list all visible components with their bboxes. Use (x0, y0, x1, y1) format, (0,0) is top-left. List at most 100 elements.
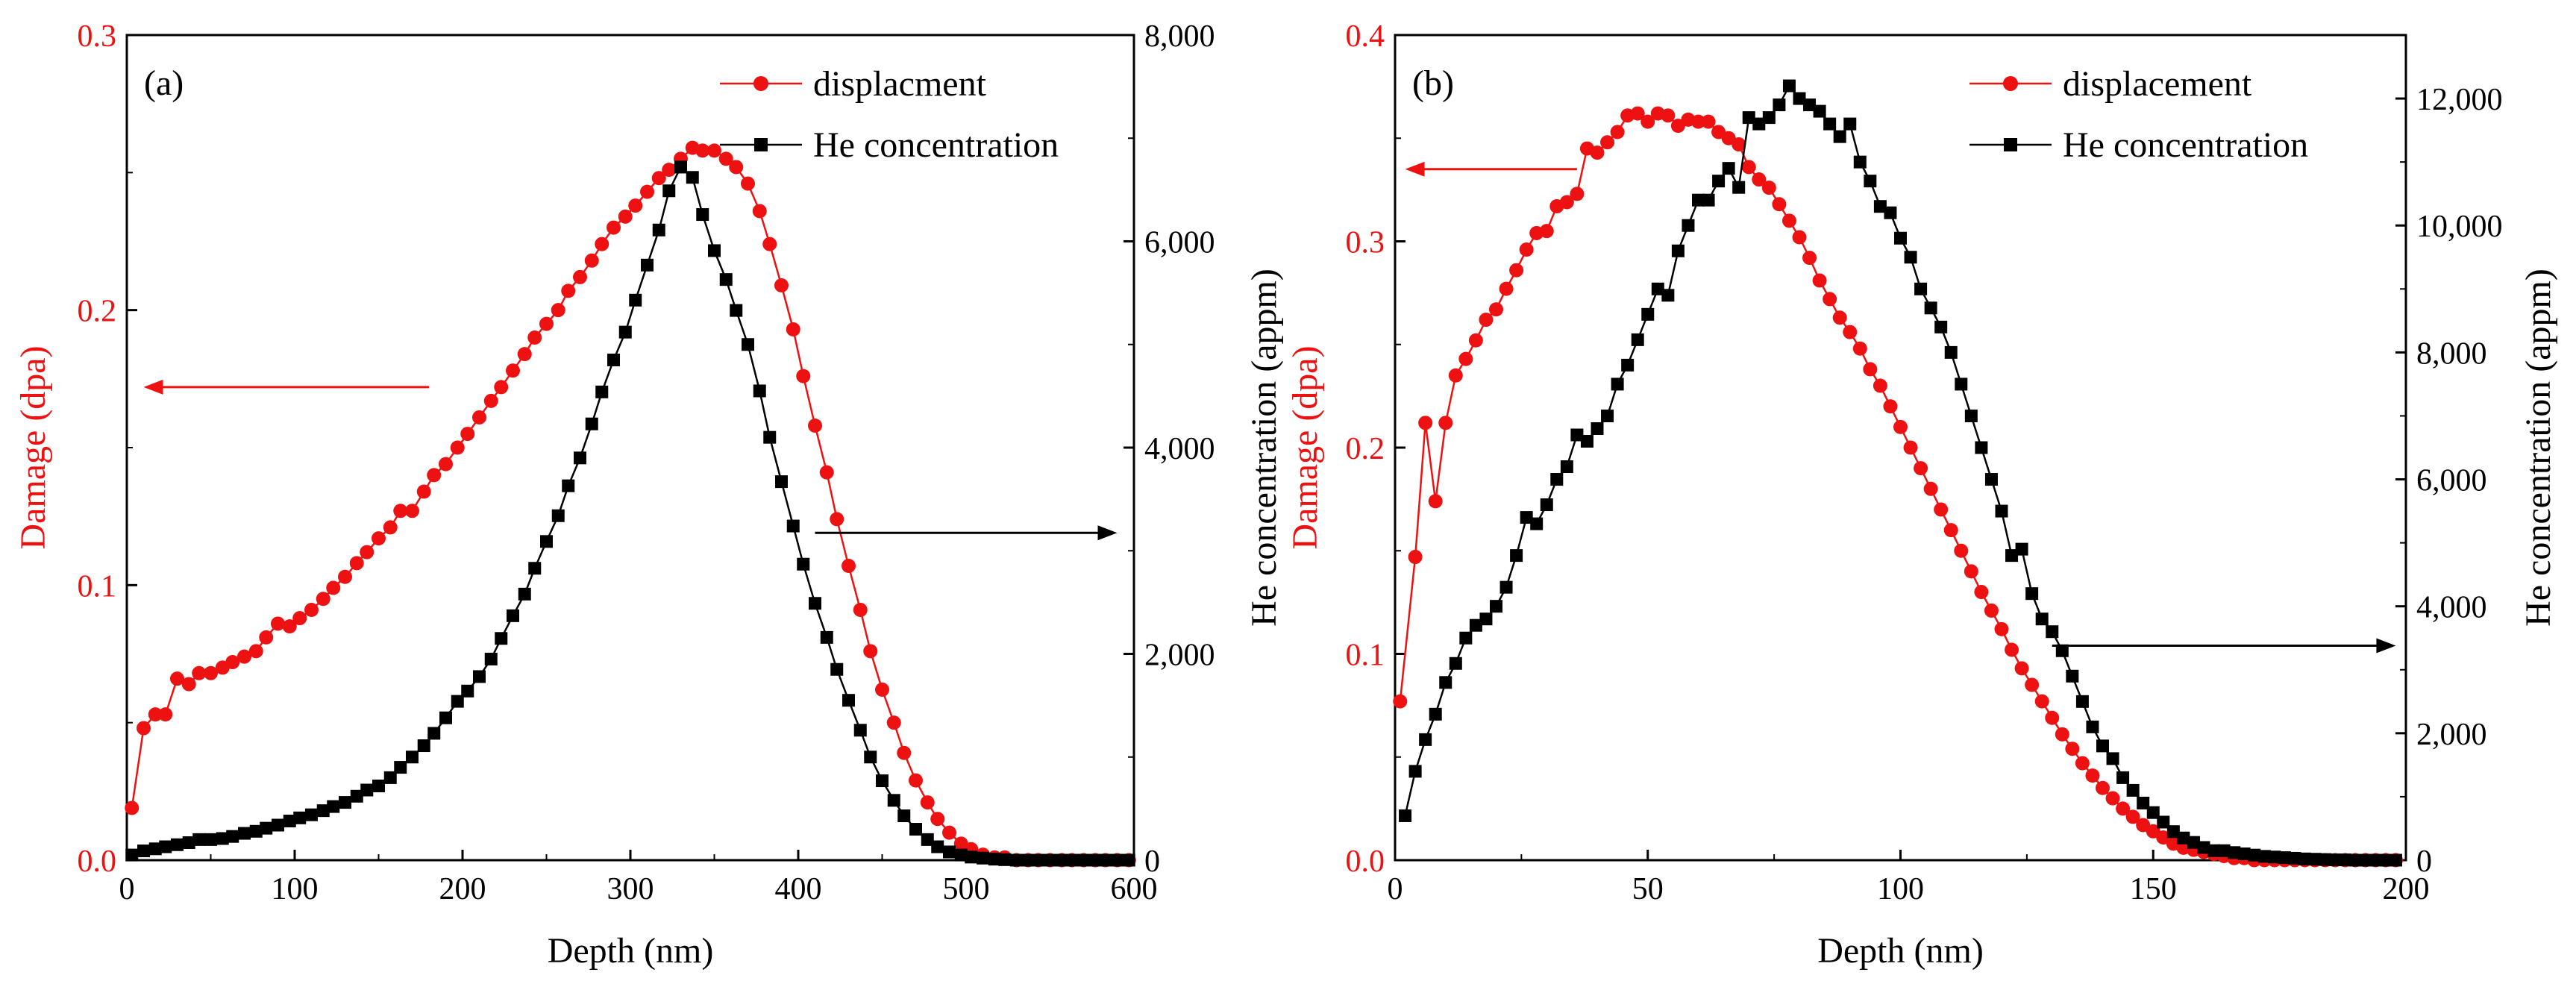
helium-point (1530, 517, 1544, 530)
damage-point (1701, 114, 1716, 129)
helium-point (1550, 473, 1564, 486)
y-right-tick-label: 6,000 (1144, 226, 1215, 260)
helium-point (1490, 600, 1502, 613)
helium-point (562, 479, 575, 492)
panel-b: 0 50 100 150 200 0.0 0.1 0.2 0.3 0.4 0 2,000 4,000 6,… (1285, 19, 2558, 971)
helium-point (1641, 307, 1655, 321)
helium-point (2207, 844, 2221, 857)
damage-point (248, 644, 263, 659)
damage-point (181, 677, 196, 692)
damage-point (1823, 292, 1837, 307)
damage-point (2055, 727, 2069, 742)
helium-point (1499, 580, 1513, 594)
series-line-damage (131, 146, 1129, 862)
damage-point (472, 410, 486, 424)
helium-point (2137, 796, 2150, 809)
helium-point (1722, 162, 1735, 175)
damage-point (1994, 621, 2009, 636)
damage-point (897, 745, 912, 760)
helium-point (998, 853, 1012, 866)
damage-point (651, 171, 666, 186)
helium-point (2106, 752, 2119, 765)
indicator-arrow-head (1405, 161, 1425, 177)
damage-point (1923, 481, 1938, 496)
damage-point (326, 580, 341, 595)
y-right-tick-label: 10,000 (2416, 210, 2503, 244)
helium-point (1914, 282, 1928, 295)
helium-point (1934, 320, 1948, 333)
helium-point (1399, 809, 1412, 822)
x-tick-label: 100 (1877, 872, 1924, 906)
damage-point (1943, 523, 1958, 538)
helium-point (1793, 92, 1806, 105)
helium-point (1864, 175, 1877, 188)
damage-point (2096, 780, 2110, 795)
damage-point (842, 559, 856, 574)
helium-point (1570, 428, 1584, 442)
damage-point (349, 556, 364, 571)
helium-point (159, 840, 172, 853)
x-tick-label: 600 (1111, 872, 1158, 906)
helium-point (2166, 825, 2180, 839)
y-right-tick-label: 4,000 (2416, 591, 2487, 625)
x-tick-label: 500 (943, 872, 990, 906)
damage-point (584, 253, 599, 268)
legend-label: displacment (813, 64, 987, 104)
helium-point (1010, 853, 1023, 867)
x-tick-label: 300 (607, 872, 654, 906)
panel-a: 0 100 200 300 400 500 600 0.0 0.1 0.2 0.3 0 2,000 4,0… (13, 19, 1284, 971)
damage-point (830, 512, 844, 527)
helium-point (484, 652, 498, 665)
helium-point (2348, 853, 2362, 867)
damage-point (1640, 114, 1655, 129)
helium-point (2126, 783, 2140, 797)
helium-point (1894, 231, 1907, 245)
damage-point (2045, 710, 2060, 725)
x-tick-label: 0 (1388, 872, 1403, 906)
helium-point (652, 223, 665, 236)
damage-point (393, 504, 408, 518)
helium-point (1742, 111, 1755, 125)
damage-point (662, 163, 677, 178)
helium-point (1611, 377, 1624, 391)
helium-point (2116, 771, 2130, 784)
helium-point (1408, 765, 1422, 778)
helium-point (2237, 847, 2251, 860)
helium-point (686, 171, 699, 184)
damage-point (416, 484, 431, 499)
y-right-tick-label: 0 (2416, 845, 2432, 879)
helium-point (2005, 549, 2019, 563)
helium-point (507, 609, 519, 622)
damage-point (1984, 603, 1999, 618)
x-tick-label: 200 (439, 872, 486, 906)
helium-point (730, 304, 743, 317)
damage-point (2105, 791, 2120, 806)
damage-point (1408, 550, 1423, 565)
damage-point (1752, 172, 1767, 187)
helium-point (965, 850, 978, 864)
y-left-tick-label: 0.4 (1346, 19, 1385, 54)
damage-point (259, 630, 274, 645)
helium-point (2046, 625, 2059, 639)
damage-point (137, 721, 151, 736)
helium-point (1439, 676, 1452, 689)
helium-point (887, 794, 900, 807)
damage-point (271, 616, 285, 631)
helium-point (830, 662, 844, 676)
helium-point (2278, 851, 2291, 865)
helium-point (182, 836, 195, 849)
helium-point (1823, 117, 1837, 131)
damage-point (1458, 351, 1473, 366)
damage-point (158, 707, 173, 722)
damage-point (1610, 125, 1625, 140)
damage-point (707, 143, 721, 158)
damage-point (695, 143, 710, 158)
damage-point (1741, 160, 1756, 175)
damage-point (1590, 145, 1605, 160)
helium-point (1964, 409, 1978, 422)
helium-point (864, 751, 877, 764)
helium-point (2308, 853, 2322, 866)
helium-point (1429, 707, 1442, 721)
damage-point (304, 603, 319, 618)
helium-point (629, 293, 642, 307)
